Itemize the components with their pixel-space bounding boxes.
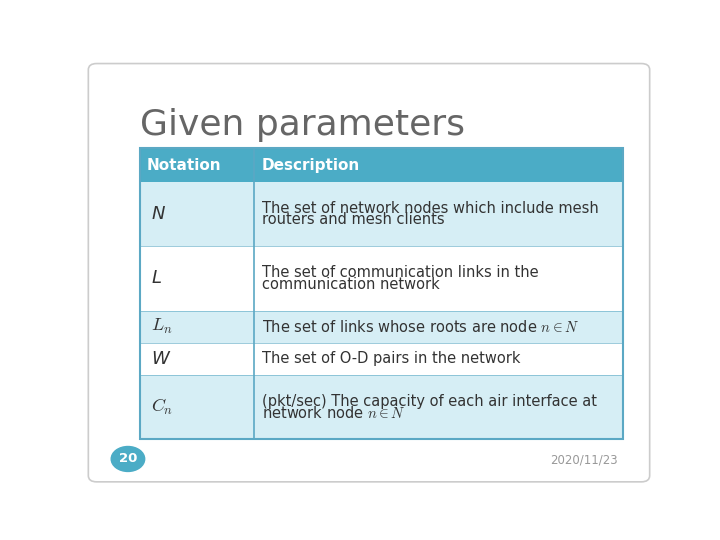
Text: communication network: communication network	[262, 276, 440, 292]
Bar	[140, 310, 623, 343]
Text: L: L	[151, 269, 161, 287]
Bar	[140, 246, 623, 310]
Text: The set of O-D pairs in the network: The set of O-D pairs in the network	[262, 351, 521, 366]
Text: N: N	[151, 205, 165, 223]
Text: network node $n\in N$: network node $n\in N$	[262, 404, 405, 421]
Text: W: W	[151, 350, 169, 368]
Text: The set of links whose roots are node $n\in N$: The set of links whose roots are node $n…	[262, 319, 580, 335]
Text: Notation: Notation	[147, 158, 222, 172]
Text: 20: 20	[119, 453, 137, 465]
FancyBboxPatch shape	[89, 64, 649, 482]
Bar	[140, 148, 623, 439]
Text: $L_n$: $L_n$	[151, 317, 173, 336]
Bar	[140, 182, 623, 246]
Bar	[140, 375, 623, 439]
Text: routers and mesh clients: routers and mesh clients	[262, 213, 445, 227]
Text: Given parameters: Given parameters	[140, 109, 465, 143]
Text: The set of network nodes which include mesh: The set of network nodes which include m…	[262, 201, 599, 216]
Text: Description: Description	[262, 158, 360, 172]
Text: The set of communication links in the: The set of communication links in the	[262, 265, 539, 280]
Text: 2020/11/23: 2020/11/23	[549, 453, 617, 467]
Circle shape	[111, 447, 145, 471]
Text: $C_n$: $C_n$	[151, 397, 174, 417]
Text: (pkt/sec) The capacity of each air interface at: (pkt/sec) The capacity of each air inter…	[262, 394, 597, 409]
Bar	[140, 343, 623, 375]
Bar	[140, 148, 623, 182]
